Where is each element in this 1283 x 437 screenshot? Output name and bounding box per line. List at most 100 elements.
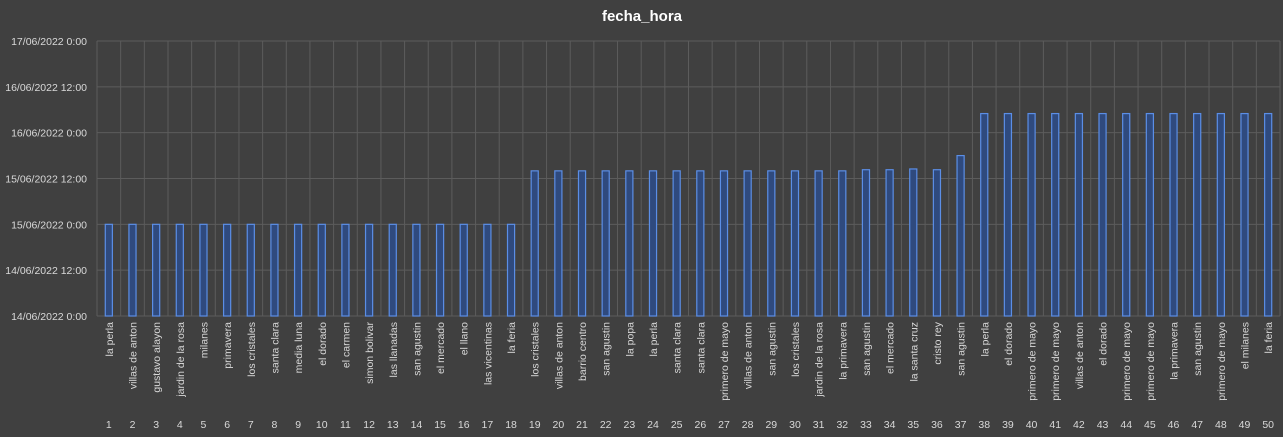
x-label: primero de mayo (1145, 322, 1157, 401)
bar (1264, 112, 1273, 317)
x-category-label: 27 (718, 419, 730, 431)
bar (1240, 112, 1249, 317)
x-category-label: 26 (694, 419, 706, 431)
x-category-label: 28 (742, 419, 754, 431)
bar (128, 223, 137, 317)
bar (459, 223, 468, 317)
x-label: primavera (222, 322, 234, 369)
x-label: el dorado (1098, 322, 1110, 366)
x-label: la perla (104, 322, 116, 357)
y-tick-label: 14/06/2022 0:00 (11, 311, 87, 323)
x-category-label: 42 (1073, 419, 1085, 431)
x-label: villas de anton (1074, 322, 1086, 389)
bar (435, 223, 445, 317)
x-label: la feria (506, 322, 518, 354)
bar (1193, 112, 1202, 317)
y-tick-label: 15/06/2022 0:00 (11, 219, 87, 231)
x-category-label: 15 (434, 419, 446, 431)
x-category-label: 14 (411, 419, 423, 431)
x-category-label: 47 (1191, 419, 1203, 431)
x-label: la primavera (837, 322, 849, 380)
x-label: el llano (459, 322, 471, 355)
y-tick-label: 14/06/2022 12:00 (5, 265, 87, 277)
x-category-label: 17 (482, 419, 494, 431)
bar (270, 223, 279, 317)
x-label: los cristales (530, 322, 542, 377)
x-category-label: 41 (1049, 419, 1061, 431)
x-label: media luna (293, 322, 305, 374)
x-label: el carmen (340, 322, 352, 368)
x-category-label: 3 (153, 419, 159, 431)
x-category-label: 13 (387, 419, 399, 431)
x-label: gustavo alayon (151, 322, 163, 393)
x-label: san agustin (411, 322, 423, 376)
x-label: los cristales (790, 322, 802, 377)
x-label: el dorado (1003, 322, 1015, 366)
bar (530, 170, 539, 317)
x-category-label: 1 (106, 419, 112, 431)
x-label: villas de anton (553, 322, 565, 389)
bar (1027, 112, 1036, 317)
bar (1051, 112, 1060, 317)
x-category-label: 50 (1262, 419, 1274, 431)
x-label: la perla (979, 322, 991, 357)
x-category-label: 31 (813, 419, 825, 431)
x-label: la primavera (1169, 322, 1181, 380)
bar (790, 170, 800, 317)
bar (104, 223, 113, 317)
x-category-label: 16 (458, 419, 470, 431)
x-category-label: 2 (130, 419, 136, 431)
x-label: primero de mayo (1216, 322, 1228, 401)
x-category-label: 18 (505, 419, 517, 431)
bar (719, 170, 729, 317)
x-category-label: 35 (907, 419, 919, 431)
bar (980, 112, 989, 317)
x-category-label: 21 (576, 419, 588, 431)
bar (1216, 112, 1225, 317)
bar (152, 223, 161, 317)
x-label: santa clara (695, 322, 707, 374)
x-label: el mercado (435, 322, 447, 374)
bar (814, 170, 823, 317)
bar (293, 223, 303, 317)
x-category-label: 9 (295, 419, 301, 431)
x-category-label: 20 (553, 419, 565, 431)
bar (743, 170, 752, 317)
x-label: san agustin (601, 322, 613, 376)
x-label: los cristales (246, 322, 258, 377)
bar (199, 223, 208, 317)
bar (577, 170, 587, 317)
x-label: la perla (648, 322, 660, 357)
x-category-label: 44 (1120, 419, 1132, 431)
bar (648, 170, 658, 317)
bar (222, 223, 232, 317)
x-label: cristo rey (932, 321, 944, 364)
bar (246, 223, 255, 317)
x-category-label: 29 (765, 419, 777, 431)
x-label: jardin de la rosa (814, 322, 826, 398)
bar (388, 223, 397, 317)
bar (696, 170, 705, 317)
bar (885, 169, 894, 317)
x-label: san agustin (766, 322, 778, 376)
x-label: santa clara (672, 322, 684, 374)
x-category-label: 36 (931, 419, 943, 431)
x-category-label: 11 (340, 419, 351, 431)
x-category-label: 25 (671, 419, 683, 431)
x-label: san agustin (1192, 322, 1204, 376)
x-category-label: 10 (316, 419, 328, 431)
x-category-label: 19 (529, 419, 541, 431)
x-label: el mercado (885, 322, 897, 374)
x-category-label: 33 (860, 419, 872, 431)
bar (601, 170, 610, 317)
x-label: barrio centro (577, 322, 589, 381)
x-label: primero de mayo (719, 322, 731, 401)
bar (364, 223, 374, 317)
x-category-label: 6 (224, 419, 230, 431)
x-label: la popa (624, 322, 636, 357)
x-label: las llanadas (388, 322, 400, 377)
x-category-label: 38 (978, 419, 990, 431)
x-category-label: 23 (624, 419, 636, 431)
